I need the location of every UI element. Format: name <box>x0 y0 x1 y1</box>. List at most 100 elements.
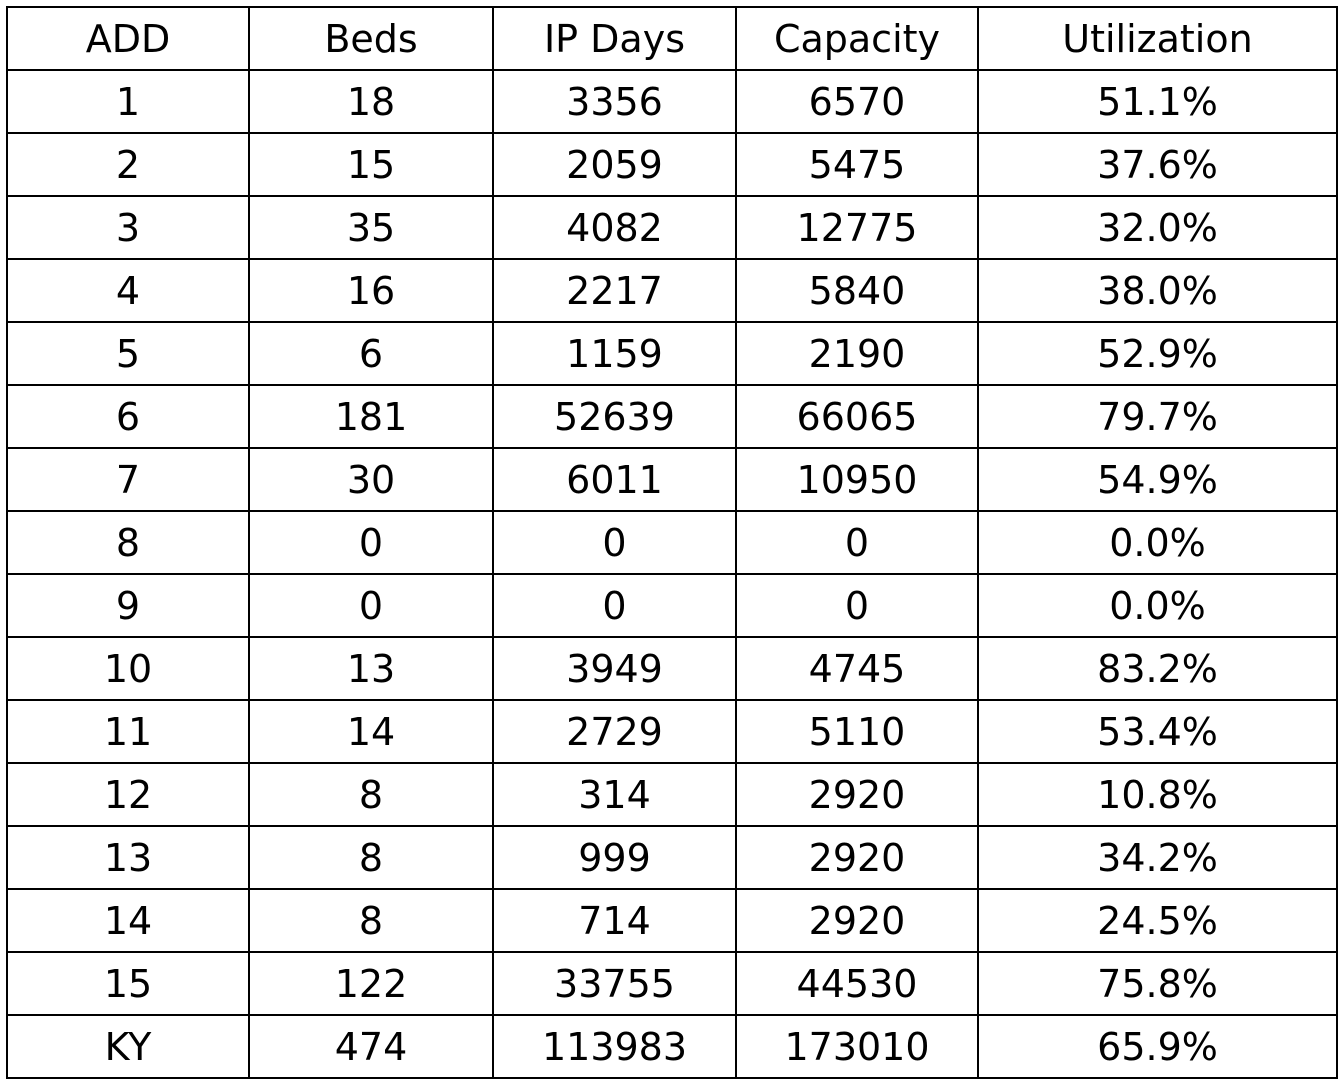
cell-beds: 13 <box>248 636 494 701</box>
cell-capacity: 6570 <box>735 69 979 134</box>
cell-utilization: 83.2% <box>977 636 1338 701</box>
table-row: 7 30 6011 10950 54.9% <box>6 447 1338 512</box>
cell-utilization: 51.1% <box>977 69 1338 134</box>
cell-beds: 0 <box>248 573 494 638</box>
cell-beds: 6 <box>248 321 494 386</box>
cell-capacity: 44530 <box>735 951 979 1016</box>
cell-utilization: 54.9% <box>977 447 1338 512</box>
cell-beds: 16 <box>248 258 494 323</box>
cell-capacity: 2190 <box>735 321 979 386</box>
header-beds: Beds <box>248 6 494 71</box>
table-row: 4 16 2217 5840 38.0% <box>6 258 1338 323</box>
header-capacity: Capacity <box>735 6 979 71</box>
table-row: 11 14 2729 5110 53.4% <box>6 699 1338 764</box>
table-row: 9 0 0 0 0.0% <box>6 573 1338 638</box>
utilization-table: ADD Beds IP Days Capacity Utilization 1 18 335… <box>6 6 1338 1079</box>
cell-beds: 18 <box>248 69 494 134</box>
cell-ip-days: 999 <box>492 825 737 890</box>
cell-add: 9 <box>6 573 250 638</box>
cell-ip-days: 4082 <box>492 195 737 260</box>
cell-ip-days: 52639 <box>492 384 737 449</box>
cell-ip-days: 2729 <box>492 699 737 764</box>
header-ip-days: IP Days <box>492 6 737 71</box>
table-row: 13 8 999 2920 34.2% <box>6 825 1338 890</box>
cell-utilization: 65.9% <box>977 1014 1338 1079</box>
cell-ip-days: 33755 <box>492 951 737 1016</box>
header-utilization: Utilization <box>977 6 1338 71</box>
cell-add: 10 <box>6 636 250 701</box>
cell-capacity: 173010 <box>735 1014 979 1079</box>
cell-add: 7 <box>6 447 250 512</box>
cell-capacity: 5840 <box>735 258 979 323</box>
cell-ip-days: 2217 <box>492 258 737 323</box>
table-row: 12 8 314 2920 10.8% <box>6 762 1338 827</box>
cell-utilization: 24.5% <box>977 888 1338 953</box>
cell-utilization: 0.0% <box>977 573 1338 638</box>
table-header-row: ADD Beds IP Days Capacity Utilization <box>6 6 1338 71</box>
cell-utilization: 75.8% <box>977 951 1338 1016</box>
cell-beds: 122 <box>248 951 494 1016</box>
table-row: 14 8 714 2920 24.5% <box>6 888 1338 953</box>
table-row: 10 13 3949 4745 83.2% <box>6 636 1338 701</box>
cell-beds: 8 <box>248 762 494 827</box>
cell-beds: 181 <box>248 384 494 449</box>
table-row: 3 35 4082 12775 32.0% <box>6 195 1338 260</box>
cell-ip-days: 714 <box>492 888 737 953</box>
cell-add: 15 <box>6 951 250 1016</box>
cell-add: 6 <box>6 384 250 449</box>
cell-utilization: 53.4% <box>977 699 1338 764</box>
cell-add: 8 <box>6 510 250 575</box>
cell-add: KY <box>6 1014 250 1079</box>
cell-capacity: 12775 <box>735 195 979 260</box>
header-add: ADD <box>6 6 250 71</box>
cell-ip-days: 0 <box>492 573 737 638</box>
table-row: KY 474 113983 173010 65.9% <box>6 1014 1338 1079</box>
cell-capacity: 5475 <box>735 132 979 197</box>
cell-ip-days: 3949 <box>492 636 737 701</box>
cell-utilization: 34.2% <box>977 825 1338 890</box>
cell-add: 1 <box>6 69 250 134</box>
table-row: 15 122 33755 44530 75.8% <box>6 951 1338 1016</box>
cell-beds: 474 <box>248 1014 494 1079</box>
cell-beds: 15 <box>248 132 494 197</box>
cell-utilization: 38.0% <box>977 258 1338 323</box>
cell-utilization: 52.9% <box>977 321 1338 386</box>
cell-add: 5 <box>6 321 250 386</box>
table-row: 2 15 2059 5475 37.6% <box>6 132 1338 197</box>
cell-ip-days: 314 <box>492 762 737 827</box>
cell-add: 13 <box>6 825 250 890</box>
cell-ip-days: 2059 <box>492 132 737 197</box>
cell-add: 4 <box>6 258 250 323</box>
cell-capacity: 2920 <box>735 888 979 953</box>
cell-beds: 30 <box>248 447 494 512</box>
cell-beds: 14 <box>248 699 494 764</box>
cell-add: 12 <box>6 762 250 827</box>
table-row: 1 18 3356 6570 51.1% <box>6 69 1338 134</box>
cell-add: 2 <box>6 132 250 197</box>
cell-capacity: 0 <box>735 510 979 575</box>
cell-add: 3 <box>6 195 250 260</box>
table-body: 1 18 3356 6570 51.1% 2 15 2059 5475 37.6% 3 35 4082 1… <box>6 69 1338 1079</box>
cell-add: 11 <box>6 699 250 764</box>
cell-ip-days: 3356 <box>492 69 737 134</box>
cell-utilization: 0.0% <box>977 510 1338 575</box>
cell-ip-days: 1159 <box>492 321 737 386</box>
cell-utilization: 32.0% <box>977 195 1338 260</box>
cell-capacity: 0 <box>735 573 979 638</box>
cell-capacity: 4745 <box>735 636 979 701</box>
cell-ip-days: 6011 <box>492 447 737 512</box>
cell-utilization: 37.6% <box>977 132 1338 197</box>
cell-beds: 8 <box>248 825 494 890</box>
table-row: 8 0 0 0 0.0% <box>6 510 1338 575</box>
cell-ip-days: 0 <box>492 510 737 575</box>
cell-utilization: 79.7% <box>977 384 1338 449</box>
cell-capacity: 5110 <box>735 699 979 764</box>
cell-beds: 8 <box>248 888 494 953</box>
cell-capacity: 2920 <box>735 825 979 890</box>
cell-utilization: 10.8% <box>977 762 1338 827</box>
cell-capacity: 10950 <box>735 447 979 512</box>
cell-beds: 35 <box>248 195 494 260</box>
cell-capacity: 2920 <box>735 762 979 827</box>
cell-capacity: 66065 <box>735 384 979 449</box>
cell-add: 14 <box>6 888 250 953</box>
